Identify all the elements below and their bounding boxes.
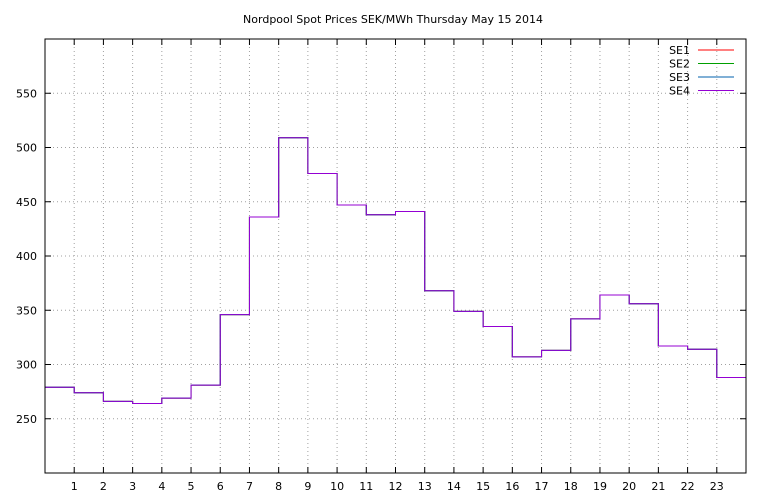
y-tick-label: 300: [16, 359, 37, 372]
y-tick-label: 400: [16, 250, 37, 263]
x-tick-label: 18: [564, 480, 578, 493]
grid: [45, 39, 746, 473]
legend-label-se3: SE3: [669, 71, 690, 84]
axis-ticks: [45, 39, 746, 473]
x-tick-label: 7: [246, 480, 253, 493]
y-tick-label: 500: [16, 142, 37, 155]
x-tick-label: 16: [505, 480, 519, 493]
y-axis-tick-labels: 250 300 350 400 450 500 550: [16, 87, 37, 426]
x-tick-label: 4: [158, 480, 165, 493]
x-tick-label: 15: [476, 480, 490, 493]
x-tick-label: 10: [330, 480, 344, 493]
legend-label-se2: SE2: [669, 58, 690, 71]
x-tick-label: 21: [651, 480, 665, 493]
x-tick-label: 2: [100, 480, 107, 493]
x-tick-label: 5: [188, 480, 195, 493]
x-tick-label: 20: [622, 480, 636, 493]
x-tick-label: 19: [593, 480, 607, 493]
chart-title: Nordpool Spot Prices SEK/MWh Thursday Ma…: [243, 13, 543, 26]
x-axis-tick-labels: 1 2 3 4 5 6 7 8 9 10 11 12 13 14 15 16 17 18 19 20 21 22 23: [71, 480, 724, 493]
x-tick-label: 11: [359, 480, 373, 493]
y-tick-label: 450: [16, 196, 37, 209]
y-tick-label: 550: [16, 87, 37, 100]
x-tick-label: 9: [304, 480, 311, 493]
x-tick-label: 22: [681, 480, 695, 493]
y-tick-label: 250: [16, 413, 37, 426]
x-tick-label: 3: [129, 480, 136, 493]
series-line-se4: [45, 137, 746, 405]
series-lines: [45, 137, 746, 405]
x-tick-label: 13: [418, 480, 432, 493]
x-tick-label: 23: [710, 480, 724, 493]
legend-label-se1: SE1: [669, 44, 690, 57]
y-tick-label: 350: [16, 304, 37, 317]
x-tick-label: 17: [535, 480, 549, 493]
x-tick-label: 14: [447, 480, 461, 493]
x-tick-label: 8: [275, 480, 282, 493]
x-tick-label: 1: [71, 480, 78, 493]
legend-label-se4: SE4: [669, 85, 690, 98]
x-tick-label: 12: [389, 480, 403, 493]
x-tick-label: 6: [217, 480, 224, 493]
